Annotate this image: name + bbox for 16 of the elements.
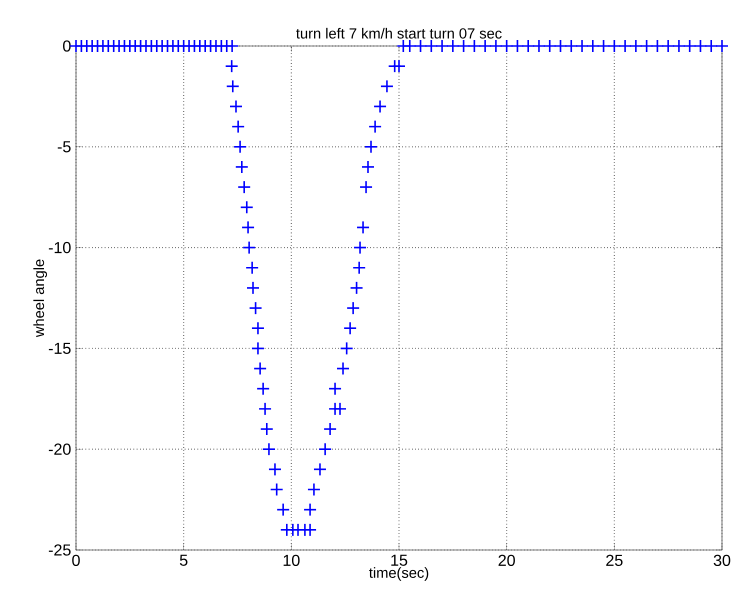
y-tick-label: 0 [63, 40, 71, 52]
x-axis-title: time(sec) [369, 567, 428, 581]
chart-title: turn left 7 km/h start turn 07 sec [296, 28, 502, 39]
y-tick-label: -15 [48, 342, 71, 354]
x-tick-label: 5 [180, 554, 188, 566]
y-tick-label: -5 [58, 141, 71, 152]
y-tick-label: -10 [48, 242, 71, 254]
x-tick-label: 25 [606, 554, 623, 566]
x-tick-label: 10 [284, 554, 300, 566]
x-tick-label: 20 [498, 554, 515, 566]
x-tick-label: 30 [714, 554, 730, 566]
y-tick-label: -25 [48, 544, 71, 556]
y-tick-label: -20 [48, 444, 71, 455]
y-axis-title: wheel angle [33, 260, 48, 338]
x-tick-label: 0 [72, 554, 80, 566]
x-tick-label: 15 [391, 554, 408, 566]
